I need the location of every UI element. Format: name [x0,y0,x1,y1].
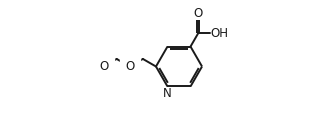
Text: O: O [193,7,203,20]
Text: O: O [99,60,108,73]
Text: OH: OH [210,27,228,40]
Text: N: N [163,87,171,100]
Text: O: O [125,60,135,73]
